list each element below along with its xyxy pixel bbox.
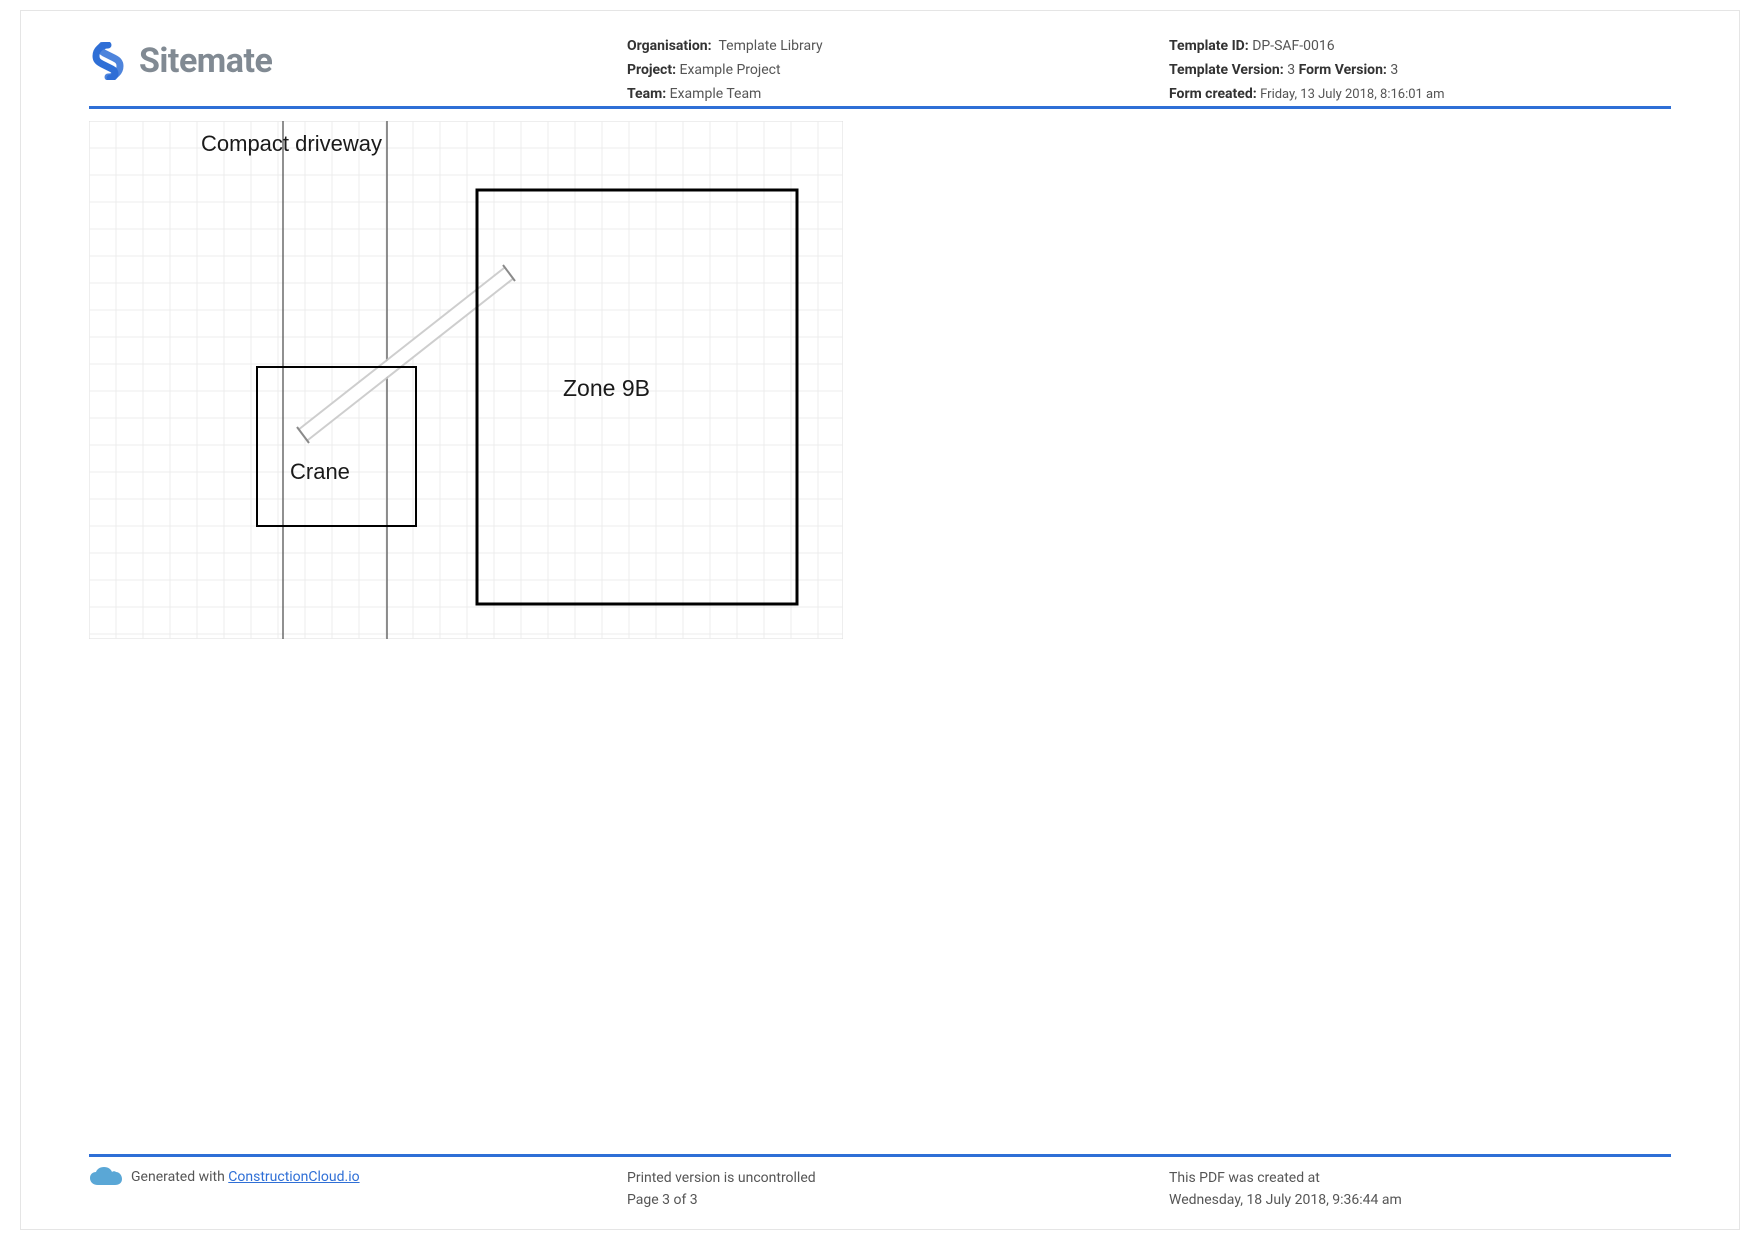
meta-project: Project: Example Project (627, 59, 823, 83)
footer-printed-line: Printed version is uncontrolled (627, 1167, 816, 1189)
cloud-icon (89, 1167, 123, 1187)
meta-form-version-value: 3 (1390, 62, 1398, 78)
footer-created-line1: This PDF was created at (1169, 1167, 1402, 1189)
svg-text:Compact driveway: Compact driveway (201, 131, 382, 156)
meta-template-version-value: 3 (1287, 62, 1295, 78)
footer-generated: Generated with ConstructionCloud.io (89, 1167, 360, 1187)
footer-created-line2: Wednesday, 18 July 2018, 9:36:44 am (1169, 1189, 1402, 1211)
meta-form-created: Form created: Friday, 13 July 2018, 8:16… (1169, 83, 1445, 107)
header-meta-left: Organisation: Template Library Project: … (627, 35, 823, 106)
meta-organisation-value: Template Library (718, 38, 822, 54)
footer-page-line: Page 3 of 3 (627, 1189, 816, 1211)
document-page: Sitemate Organisation: Template Library … (20, 10, 1740, 1230)
footer-print-info: Printed version is uncontrolled Page 3 o… (627, 1167, 816, 1212)
page-header: Sitemate Organisation: Template Library … (89, 31, 1671, 109)
footer-generated-link[interactable]: ConstructionCloud.io (228, 1169, 359, 1185)
svg-text:Crane: Crane (290, 459, 350, 484)
meta-team-value: Example Team (670, 86, 762, 102)
site-diagram: Compact driveway Crane Zone 9B (89, 121, 843, 643)
meta-template-version-label: Template Version: (1169, 62, 1284, 78)
page-footer: Generated with ConstructionCloud.io Prin… (89, 1161, 1671, 1209)
footer-created-info: This PDF was created at Wednesday, 18 Ju… (1169, 1167, 1402, 1212)
meta-team-label: Team: (627, 86, 666, 102)
meta-organisation-label: Organisation: (627, 38, 712, 54)
meta-form-created-value: Friday, 13 July 2018, 8:16:01 am (1260, 87, 1444, 102)
header-meta-right: Template ID: DP-SAF-0016 Template Versio… (1169, 35, 1445, 106)
meta-template-id-label: Template ID: (1169, 38, 1249, 54)
svg-text:Zone 9B: Zone 9B (563, 375, 650, 401)
meta-versions: Template Version: 3 Form Version: 3 (1169, 59, 1445, 83)
meta-template-id-value: DP-SAF-0016 (1252, 38, 1334, 54)
meta-form-created-label: Form created: (1169, 86, 1257, 102)
brand-logo: Sitemate (89, 41, 272, 81)
meta-template-id: Template ID: DP-SAF-0016 (1169, 35, 1445, 59)
meta-organisation: Organisation: Template Library (627, 35, 823, 59)
meta-project-value: Example Project (680, 62, 781, 78)
footer-generated-prefix: Generated with (131, 1169, 228, 1185)
meta-form-version-label: Form Version: (1299, 62, 1387, 78)
site-diagram-svg: Compact driveway Crane Zone 9B (89, 121, 843, 639)
meta-project-label: Project: (627, 62, 676, 78)
sitemate-logo-icon (89, 42, 127, 80)
footer-rule (89, 1154, 1671, 1157)
meta-team: Team: Example Team (627, 83, 823, 107)
brand-name: Sitemate (139, 41, 272, 81)
